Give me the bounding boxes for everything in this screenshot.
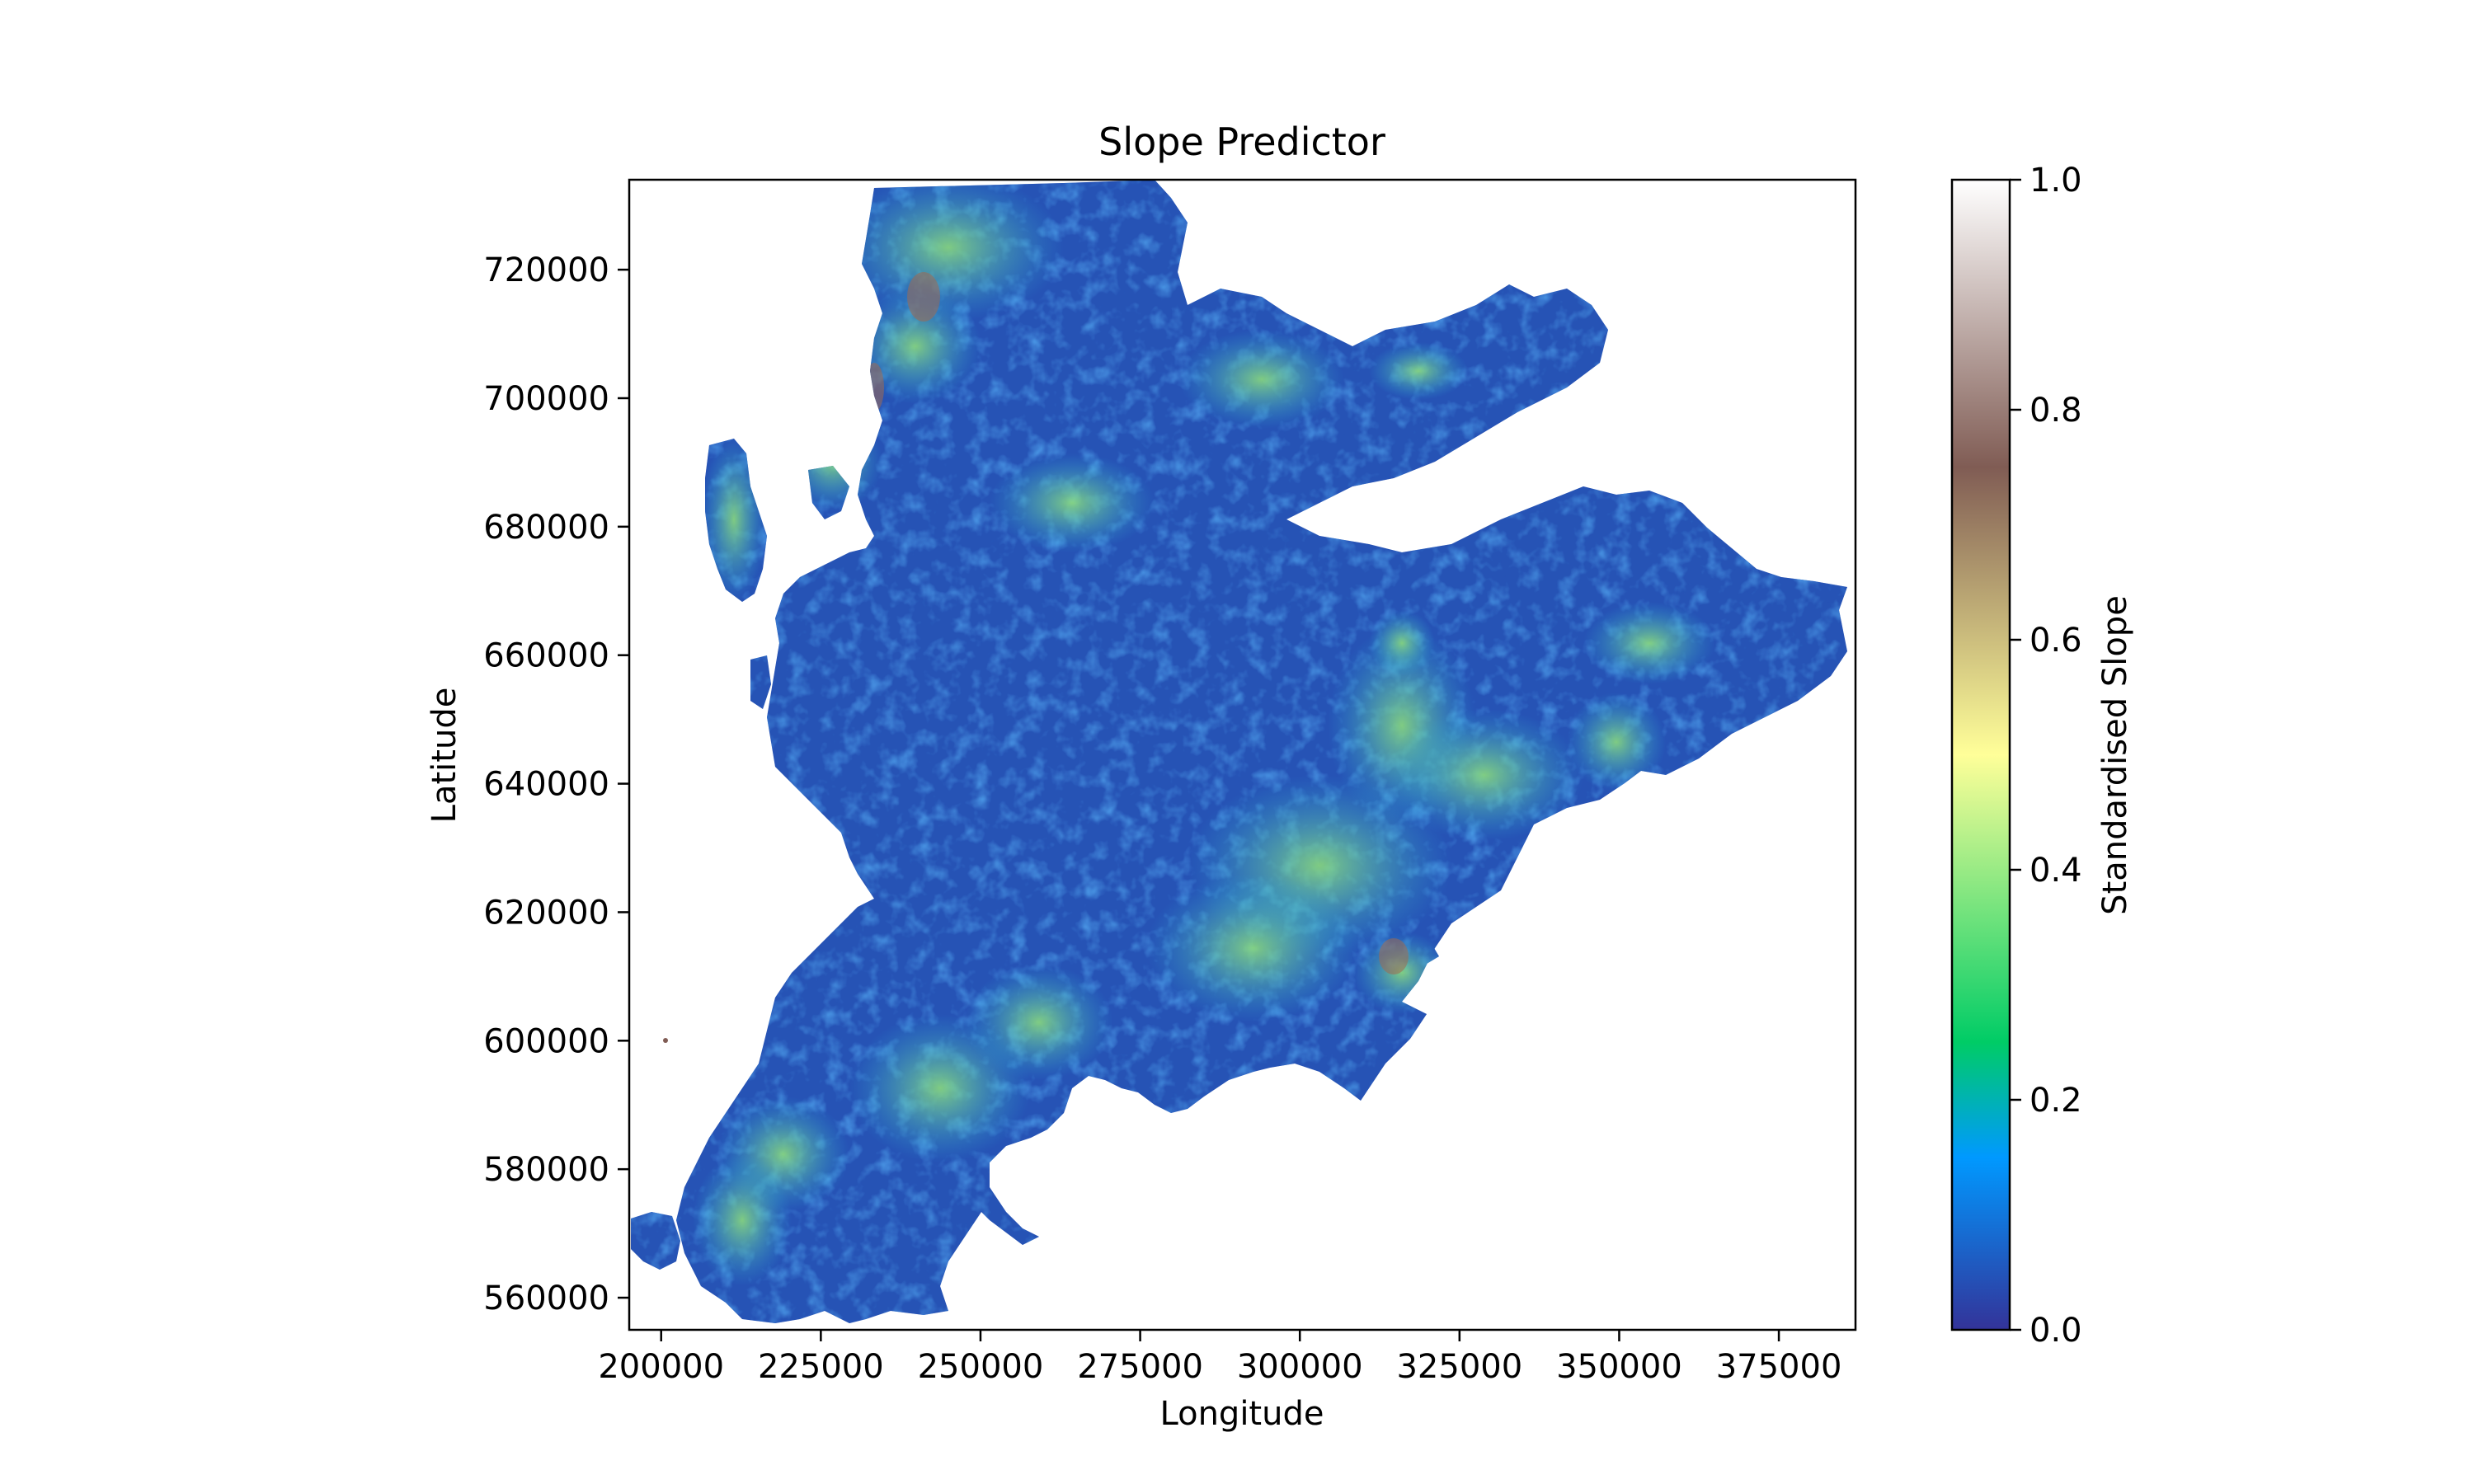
y-tick-label: 720000: [483, 251, 609, 289]
colorbar-tick-label: 0.4: [2030, 852, 2082, 890]
isolated-point: [663, 1038, 668, 1043]
steep-slope-area: [1179, 330, 1344, 429]
steep-slope-area: [849, 1014, 1031, 1162]
y-tick-label: 580000: [483, 1151, 609, 1189]
y-tick-label: 600000: [483, 1022, 609, 1060]
colorbar-label: Standardised Slope: [2096, 595, 2134, 915]
colorbar-gradient: [1950, 178, 2011, 1331]
x-axis-ticks: 200000 225000 250000 275000 300000 325000 3500…: [598, 1330, 1841, 1386]
colorbar-tick-label: 1.0: [2030, 162, 2082, 200]
chart-title: Slope Predictor: [1098, 120, 1385, 164]
steep-slope-area: [1583, 602, 1715, 684]
map-plot-area: [628, 178, 1857, 1331]
colorbar-tick-label: 0.6: [2030, 622, 2082, 660]
x-tick-label: 350000: [1556, 1348, 1682, 1386]
x-tick-label: 300000: [1237, 1348, 1363, 1386]
steep-slope-area: [1385, 709, 1583, 841]
colorbar: 0.0 0.2 0.4 0.6 0.8 1.0 Standardised Slope: [1950, 162, 2134, 1350]
steep-slope-area: [990, 453, 1155, 552]
colorbar-tick-label: 0.8: [2030, 392, 2082, 430]
steep-slope-area: [1369, 610, 1435, 676]
y-tick-label: 660000: [483, 637, 609, 675]
x-tick-label: 225000: [758, 1348, 884, 1386]
y-tick-label: 700000: [483, 380, 609, 418]
y-axis-label: Latitude: [426, 688, 463, 824]
y-axis-ticks: 560000 580000 600000 620000 640000 660000 6800…: [483, 251, 629, 1317]
x-tick-label: 275000: [1077, 1348, 1203, 1386]
steep-slope-area: [1369, 342, 1468, 400]
steep-slope-area: [1146, 874, 1361, 1022]
steep-slope-area: [693, 1154, 792, 1286]
x-tick-label: 250000: [918, 1348, 1044, 1386]
steep-ridge: [907, 272, 940, 322]
x-tick-label: 375000: [1716, 1348, 1842, 1386]
plot-frame: [628, 178, 1857, 1331]
x-tick-label: 325000: [1396, 1348, 1522, 1386]
colorbar-tick-label: 0.0: [2030, 1312, 2082, 1350]
steep-slope-area: [1567, 693, 1666, 791]
colorbar-ticks: 0.0 0.2 0.4 0.6 0.8 1.0: [2010, 162, 2082, 1350]
steep-slope-area: [833, 180, 1064, 322]
y-tick-label: 560000: [483, 1280, 609, 1317]
x-tick-label: 200000: [598, 1348, 724, 1386]
steep-ridge: [1379, 938, 1409, 974]
y-tick-label: 680000: [483, 509, 609, 547]
x-axis-label: Longitude: [1160, 1395, 1324, 1433]
colorbar-tick-label: 0.2: [2030, 1082, 2082, 1120]
y-tick-label: 640000: [483, 766, 609, 804]
y-tick-label: 620000: [483, 894, 609, 932]
